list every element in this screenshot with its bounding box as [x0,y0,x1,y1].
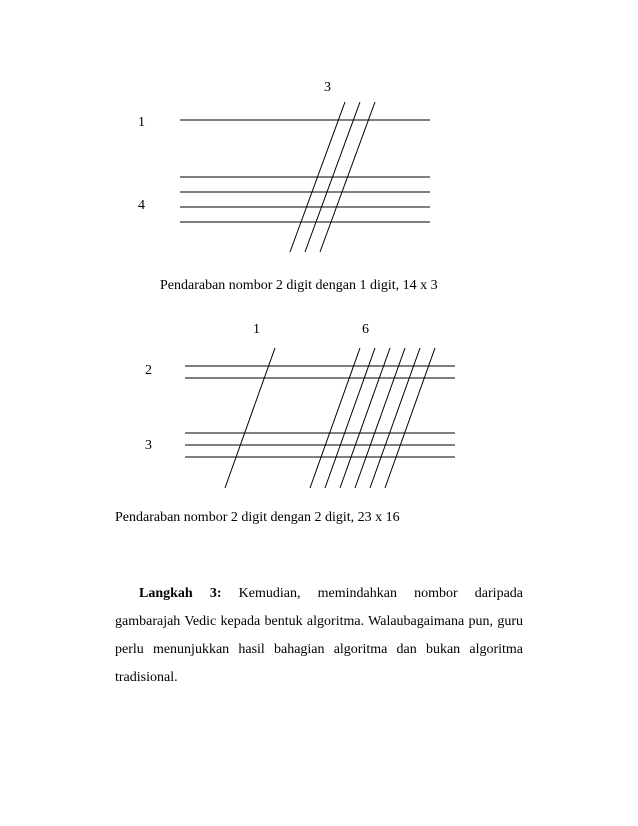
step3-paragraph: Langkah 3: Kemudian, memindahkan nombor … [115,580,523,692]
d1-svg [160,102,460,262]
d1-svg-container [160,102,460,267]
d1-caption: Pendaraban nombor 2 digit dengan 1 digit… [160,278,438,294]
d2-svg-container [165,348,475,498]
d1-left-label-top: 1 [138,115,145,131]
d2-left-label-top: 2 [145,363,152,379]
d2-top-label-left: 1 [253,322,260,338]
d2-left-label-bottom: 3 [145,438,152,454]
page: 3 1 4 Pendaraban nombor 2 digit dengan 1… [0,0,638,826]
d1-top-label: 3 [324,80,331,96]
d2-svg [165,348,475,493]
d1-left-label-bottom: 4 [138,198,145,214]
d2-top-label-right: 6 [362,322,369,338]
step3-label: Langkah 3: [139,586,222,601]
d2-caption: Pendaraban nombor 2 digit dengan 2 digit… [115,510,400,526]
